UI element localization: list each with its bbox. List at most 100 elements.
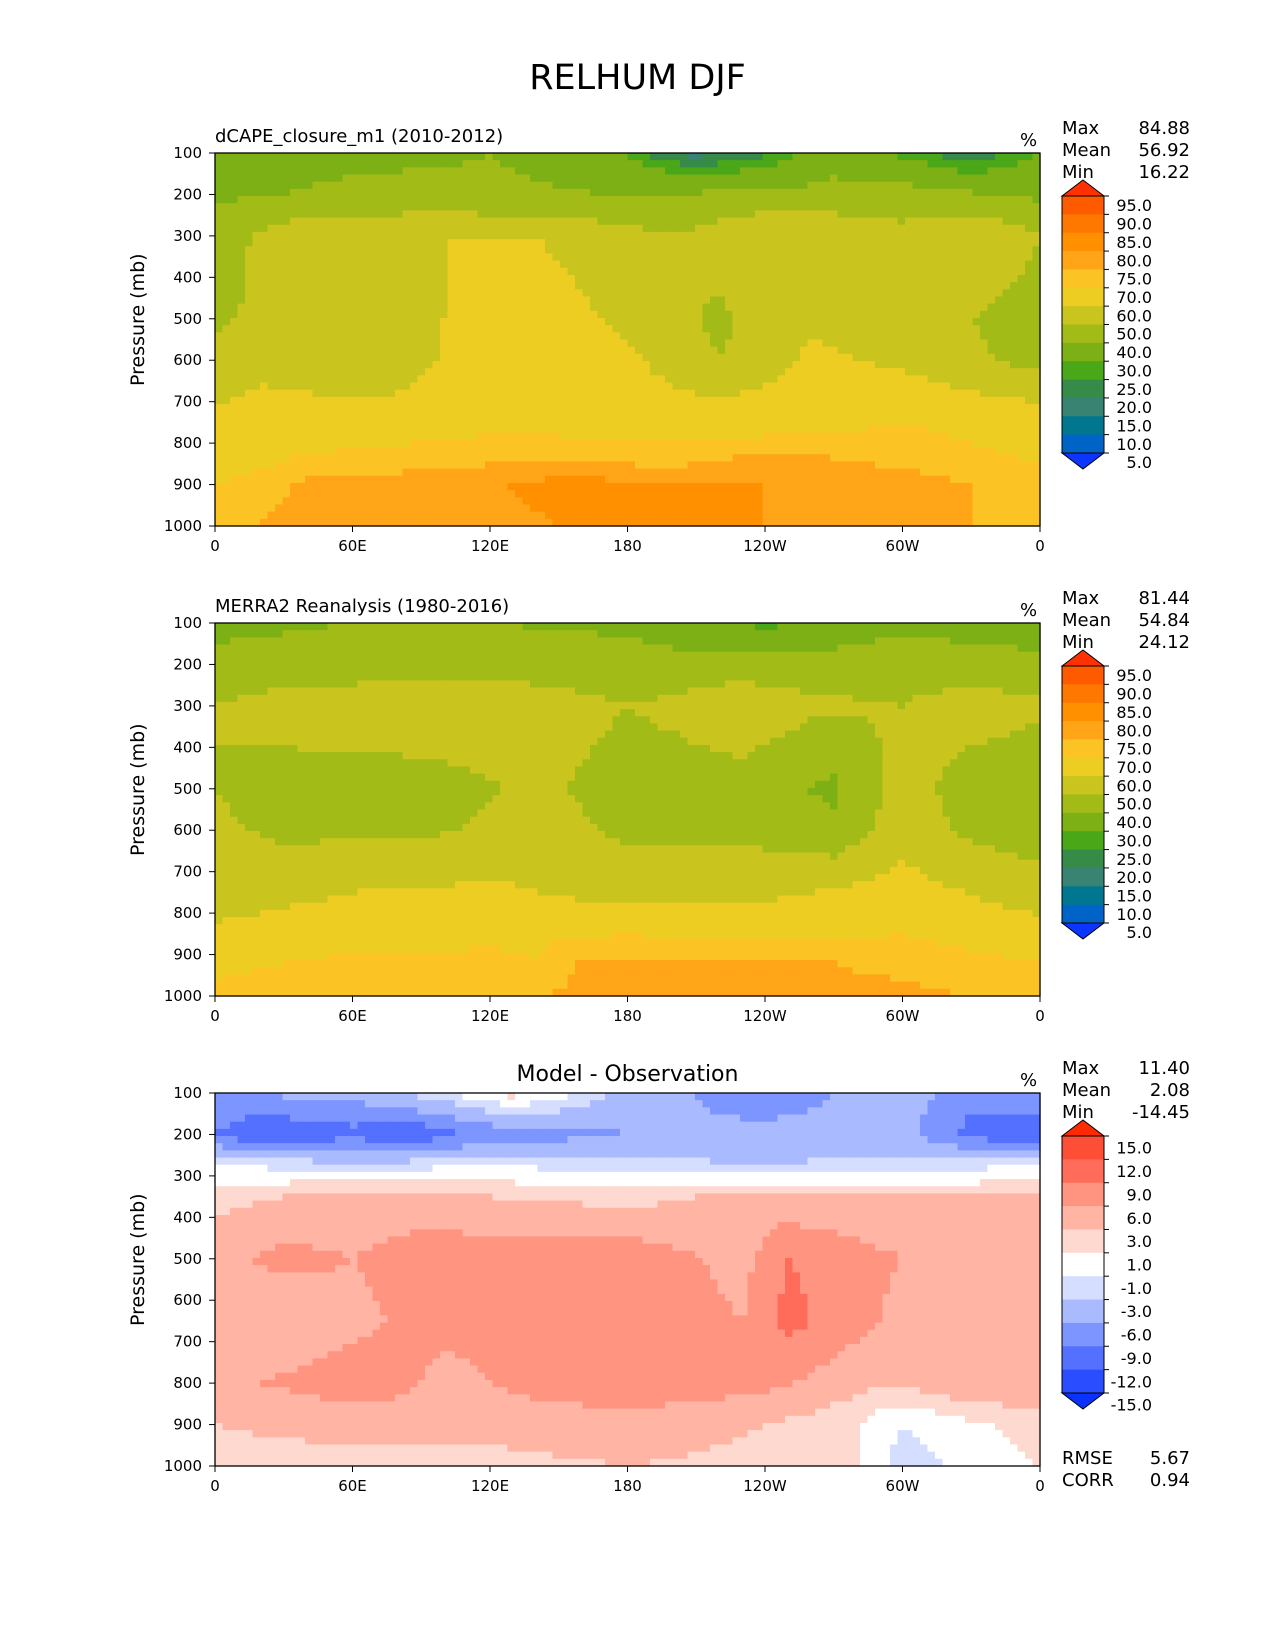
heatmap-cell xyxy=(560,432,569,441)
heatmap-cell xyxy=(987,174,996,183)
heatmap-cell xyxy=(845,382,854,391)
heatmap-cell xyxy=(897,160,906,168)
heatmap-cell xyxy=(777,389,786,398)
heatmap-cell xyxy=(290,368,299,376)
heatmap-cell xyxy=(665,454,674,463)
heatmap-cell xyxy=(462,375,471,384)
heatmap-cell xyxy=(650,468,659,477)
heatmap-cell xyxy=(245,396,254,405)
heatmap-cell xyxy=(875,325,884,333)
heatmap-cell xyxy=(717,160,726,168)
heatmap-cell xyxy=(702,239,711,247)
heatmap-cell xyxy=(402,439,411,448)
heatmap-cell xyxy=(807,296,816,305)
heatmap-cell xyxy=(987,274,996,283)
heatmap-cell xyxy=(485,439,494,448)
heatmap-cell xyxy=(957,196,966,204)
heatmap-cell xyxy=(455,253,464,262)
heatmap-cell xyxy=(215,188,224,197)
heatmap-cell xyxy=(582,425,591,434)
heatmap-cell xyxy=(545,425,554,434)
heatmap-cell xyxy=(500,210,509,219)
heatmap-cell xyxy=(897,174,906,183)
heatmap-cell xyxy=(852,439,861,448)
heatmap-cell xyxy=(762,210,771,219)
heatmap-cell xyxy=(762,382,771,391)
heatmap-cell xyxy=(1032,289,1041,298)
heatmap-cell xyxy=(537,181,546,190)
heatmap-cell xyxy=(260,296,269,305)
heatmap-cell xyxy=(830,267,839,276)
heatmap-cell xyxy=(237,475,246,484)
heatmap-cell xyxy=(755,274,764,283)
heatmap-cell xyxy=(395,368,404,376)
heatmap-cell xyxy=(762,346,771,355)
heatmap-cell xyxy=(950,196,959,204)
heatmap-cell xyxy=(1032,439,1041,448)
heatmap-cell xyxy=(815,361,824,369)
heatmap-cell xyxy=(552,267,561,276)
heatmap-cell xyxy=(942,210,951,219)
heatmap-cell xyxy=(485,404,494,412)
heatmap-cell xyxy=(897,447,906,455)
heatmap-cell xyxy=(957,153,966,161)
heatmap-cell xyxy=(905,439,914,448)
heatmap-cell xyxy=(680,389,689,398)
heatmap-cell xyxy=(275,224,284,233)
heatmap-cell xyxy=(927,325,936,333)
heatmap-cell xyxy=(597,160,606,168)
heatmap-cell xyxy=(372,153,381,161)
heatmap-cell xyxy=(387,289,396,298)
heatmap-cell xyxy=(455,217,464,226)
heatmap-cell xyxy=(987,432,996,441)
heatmap-cell xyxy=(665,303,674,312)
heatmap-cell xyxy=(275,303,284,312)
heatmap-cell xyxy=(402,289,411,298)
heatmap-cell xyxy=(612,196,621,204)
heatmap-cell xyxy=(1032,375,1041,384)
heatmap-cell xyxy=(875,239,884,247)
heatmap-cell xyxy=(1010,461,1019,470)
heatmap-cell xyxy=(822,303,831,312)
heatmap-cell xyxy=(1032,160,1041,168)
heatmap-cell xyxy=(597,310,606,319)
heatmap-cell xyxy=(290,461,299,470)
heatmap-cell xyxy=(320,174,329,183)
heatmap-cell xyxy=(357,274,366,283)
heatmap-cell xyxy=(920,404,929,412)
heatmap-cell xyxy=(402,239,411,247)
heatmap-cell xyxy=(335,404,344,412)
heatmap-cell xyxy=(1010,167,1019,176)
heatmap-cell xyxy=(957,217,966,226)
heatmap-cell xyxy=(785,196,794,204)
heatmap-cell xyxy=(440,167,449,176)
heatmap-cell xyxy=(1010,210,1019,219)
heatmap-cell xyxy=(410,217,419,226)
heatmap-cell xyxy=(470,303,479,312)
heatmap-cell xyxy=(762,260,771,269)
heatmap-cell xyxy=(680,260,689,269)
heatmap-cell xyxy=(860,153,869,161)
heatmap-cell xyxy=(740,260,749,269)
heatmap-cell xyxy=(807,310,816,319)
heatmap-cell xyxy=(267,411,276,419)
heatmap-cell xyxy=(837,339,846,348)
heatmap-cell xyxy=(380,310,389,319)
heatmap-cell xyxy=(297,325,306,333)
heatmap-cell xyxy=(860,404,869,412)
heatmap-cell xyxy=(747,468,756,477)
heatmap-cell xyxy=(597,389,606,398)
heatmap-cell xyxy=(980,260,989,269)
heatmap-cell xyxy=(950,382,959,391)
heatmap-cell xyxy=(995,411,1004,419)
heatmap-cell xyxy=(425,368,434,376)
heatmap-cell xyxy=(575,432,584,441)
heatmap-cell xyxy=(552,389,561,398)
heatmap-cell xyxy=(702,325,711,333)
heatmap-cell xyxy=(515,217,524,226)
heatmap-cell xyxy=(635,432,644,441)
heatmap-cell xyxy=(455,210,464,219)
heatmap-cell xyxy=(762,310,771,319)
heatmap-cell xyxy=(830,396,839,405)
heatmap-cell xyxy=(980,153,989,161)
